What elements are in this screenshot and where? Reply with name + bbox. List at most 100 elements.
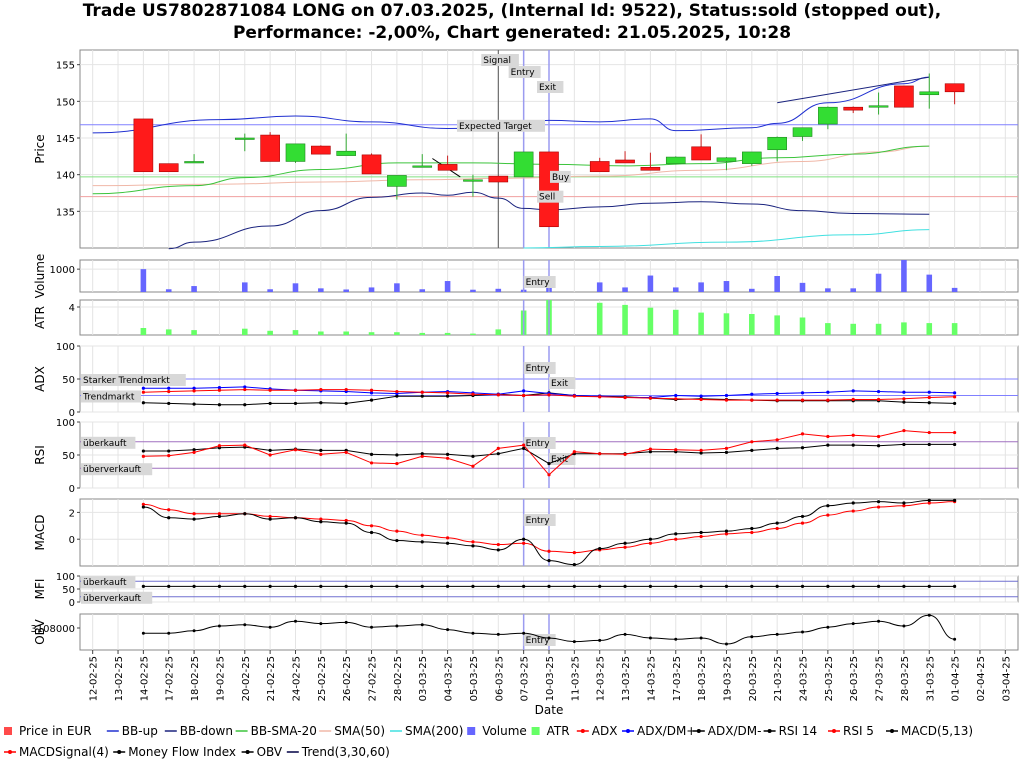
macd-point bbox=[800, 514, 805, 519]
adx-entry-label-bg bbox=[523, 362, 556, 374]
adx-line-point bbox=[902, 397, 906, 401]
obv-point bbox=[724, 642, 728, 646]
adx-line-point bbox=[598, 395, 602, 399]
atr-bar bbox=[672, 309, 679, 335]
atr-bar bbox=[267, 330, 273, 335]
rsi5-line-point bbox=[369, 461, 374, 465]
volume-bar bbox=[318, 288, 324, 292]
obv-point bbox=[750, 635, 754, 639]
obv-point bbox=[420, 623, 424, 627]
legend-swatch bbox=[467, 727, 476, 735]
rsi-axis-tick-label: 50 bbox=[62, 451, 75, 462]
adx-line-point bbox=[319, 387, 323, 392]
mfi-line-point bbox=[648, 584, 653, 589]
atr-bar bbox=[368, 332, 375, 335]
volume-bar bbox=[267, 289, 273, 292]
volume-bar bbox=[368, 287, 375, 292]
atr-bar bbox=[292, 330, 299, 335]
mfi-axis-tick-label: 0 bbox=[69, 598, 75, 609]
legend-swatch-dot bbox=[890, 729, 894, 733]
x-axis-tick-label: 21-03-25 bbox=[773, 656, 784, 701]
legend-swatch-dot bbox=[696, 729, 701, 733]
x-axis-tick-label: 11-03-25 bbox=[570, 656, 581, 701]
sell-label: Sell bbox=[539, 193, 555, 203]
rsi5-line-point bbox=[344, 450, 348, 454]
volume-axis-tick-label: 1000 bbox=[50, 265, 75, 276]
obv-axis-label: OBV bbox=[33, 618, 47, 644]
rsi5-line-point bbox=[623, 452, 627, 456]
buy-label-bg bbox=[550, 170, 571, 183]
candle bbox=[234, 137, 255, 140]
adx-level-label: Starker Trendmarkt bbox=[83, 376, 170, 386]
mfi-line-point bbox=[192, 584, 196, 589]
rsi5-line-point bbox=[775, 438, 779, 442]
rsi14-line-point bbox=[724, 450, 729, 454]
adx-dm-plus-line-point bbox=[369, 391, 374, 395]
rsi14-line-point bbox=[522, 446, 526, 450]
macd-signal-point bbox=[445, 536, 450, 540]
adx-line-point bbox=[724, 398, 729, 402]
price-exit-label: Exit bbox=[539, 83, 557, 93]
adx-line-point bbox=[674, 397, 678, 401]
volume-axis-label: Volume bbox=[33, 254, 47, 299]
rsi5-line-point bbox=[293, 448, 298, 452]
candle bbox=[361, 154, 382, 175]
candle bbox=[336, 150, 356, 156]
obv-entry-label-bg bbox=[523, 634, 556, 646]
x-axis-tick-label: 28-02-25 bbox=[393, 656, 404, 701]
mfi-line-point bbox=[623, 584, 627, 589]
rsi5-line-point bbox=[167, 454, 171, 458]
bb-down-line bbox=[168, 191, 930, 250]
adx-dm-minus-line-point bbox=[420, 394, 424, 398]
candle bbox=[184, 161, 204, 164]
candle bbox=[260, 134, 280, 162]
macd-signal-point bbox=[724, 532, 729, 536]
adx-line-point bbox=[851, 397, 855, 402]
x-axis-label: Date bbox=[535, 703, 564, 717]
x-axis-tick-label: 05-03-25 bbox=[469, 656, 480, 701]
volume-bar bbox=[799, 282, 806, 292]
candle bbox=[868, 105, 889, 108]
macd-signal-point bbox=[420, 533, 424, 537]
atr-bar bbox=[343, 331, 349, 335]
atr-bar bbox=[191, 330, 197, 335]
adx-line-point bbox=[800, 398, 805, 402]
obv-point bbox=[953, 637, 957, 641]
mfi-line-point bbox=[876, 584, 881, 589]
candle bbox=[640, 167, 661, 171]
adx-dm-plus-line-point bbox=[876, 389, 881, 394]
macd-signal-point bbox=[851, 509, 855, 513]
adx-dm-plus-line-point bbox=[674, 393, 678, 398]
rsi5-line-point bbox=[395, 461, 399, 466]
macd-signal-point bbox=[344, 518, 348, 523]
macd-point bbox=[750, 526, 754, 531]
adx-dm-plus-line-point bbox=[953, 391, 957, 395]
mfi-level-label: überkauft bbox=[83, 578, 127, 588]
adx-entry-label: Entry bbox=[526, 364, 551, 374]
atr-bar bbox=[165, 329, 172, 335]
macd-point bbox=[826, 504, 830, 508]
x-axis-tick-label: 02-04-25 bbox=[976, 656, 987, 701]
adx-line-point bbox=[192, 389, 196, 393]
volume-bar bbox=[825, 288, 831, 292]
rsi5-line-point bbox=[876, 434, 881, 439]
rsi-axis-tick-label: 100 bbox=[56, 418, 75, 429]
x-axis-tick-label: 19-02-25 bbox=[215, 656, 226, 701]
obv-point bbox=[598, 638, 602, 642]
mfi-line-point bbox=[217, 584, 222, 589]
macd-signal-point bbox=[319, 517, 323, 521]
candle bbox=[311, 145, 331, 155]
rsi-exit-label: Exit bbox=[551, 455, 569, 465]
adx-dm-minus-line-point bbox=[243, 403, 247, 407]
atr-bar bbox=[419, 332, 426, 335]
macd-signal-point bbox=[876, 505, 881, 509]
rsi5-line-point bbox=[217, 444, 222, 448]
mfi-line-point bbox=[243, 584, 247, 589]
adx-dm-minus-line-point bbox=[217, 403, 222, 407]
adx-exit-label: Exit bbox=[551, 379, 569, 389]
volume-bar bbox=[774, 276, 780, 292]
adx-line-point bbox=[547, 393, 551, 397]
rsi5-line-point bbox=[141, 454, 145, 458]
atr-bar bbox=[901, 322, 907, 335]
volume-bar bbox=[622, 287, 628, 292]
